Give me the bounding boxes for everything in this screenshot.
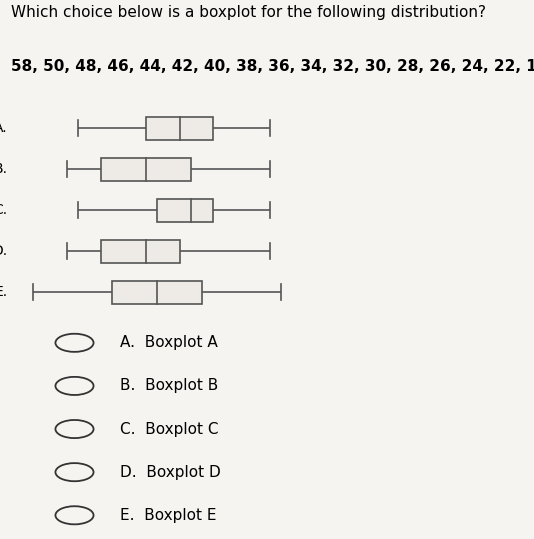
Bar xyxy=(146,117,214,140)
Text: D.: D. xyxy=(0,244,8,258)
Text: E.: E. xyxy=(0,285,8,299)
Bar xyxy=(157,199,214,222)
Text: C.: C. xyxy=(0,203,8,217)
Text: E.  Boxplot E: E. Boxplot E xyxy=(120,508,216,523)
Text: C.  Boxplot C: C. Boxplot C xyxy=(120,421,218,437)
Text: A.: A. xyxy=(0,121,8,135)
Text: 58, 50, 48, 46, 44, 42, 40, 38, 36, 34, 32, 30, 28, 26, 24, 22, 14: 58, 50, 48, 46, 44, 42, 40, 38, 36, 34, … xyxy=(11,59,534,74)
Text: B.: B. xyxy=(0,162,8,176)
Text: B.  Boxplot B: B. Boxplot B xyxy=(120,378,218,393)
Text: Which choice below is a boxplot for the following distribution?: Which choice below is a boxplot for the … xyxy=(11,5,486,20)
Text: D.  Boxplot D: D. Boxplot D xyxy=(120,465,221,480)
Bar xyxy=(101,158,191,181)
Bar xyxy=(112,281,202,303)
Text: A.  Boxplot A: A. Boxplot A xyxy=(120,335,218,350)
Bar xyxy=(101,240,179,262)
